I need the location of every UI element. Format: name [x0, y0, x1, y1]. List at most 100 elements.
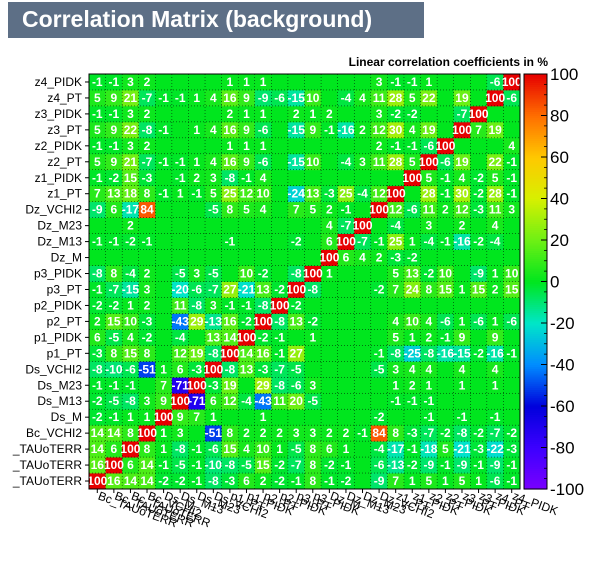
cell-value-label: -6	[274, 91, 285, 105]
colorbar-segment	[524, 275, 547, 278]
cell-value-label: 7	[160, 378, 167, 392]
cell-value-label: -4	[125, 267, 136, 281]
y-tick-label: p1_PIDK	[34, 330, 82, 344]
cell-value-label: -1	[473, 458, 484, 472]
cell-value-label: 29	[190, 314, 204, 328]
heatmap-cell	[138, 137, 156, 155]
heatmap-cell	[287, 265, 305, 282]
heatmap-cell	[171, 153, 189, 171]
heatmap-cell	[105, 137, 123, 155]
cell-value-label: 13	[306, 187, 320, 201]
colorbar-segment	[524, 86, 547, 90]
cell-value-label: -1	[457, 410, 468, 424]
y-tick-label: Bc_VCHI2	[26, 426, 82, 440]
heatmap-cell	[370, 153, 388, 171]
heatmap-cell	[105, 281, 123, 298]
colorbar-segment	[524, 291, 547, 295]
heatmap-cell	[171, 377, 189, 394]
cell-value-label: 1	[409, 474, 416, 488]
y-tick-label: Dz_M	[51, 251, 82, 265]
heatmap-cell	[221, 89, 239, 107]
heatmap-cell	[254, 121, 272, 139]
colorbar-segment	[524, 466, 547, 469]
colorbar-segment	[524, 210, 547, 214]
heatmap-cell	[354, 74, 372, 91]
heatmap-cell	[188, 457, 206, 474]
heatmap-cell	[321, 265, 339, 282]
cell-value-label: 10	[256, 442, 270, 456]
heatmap-cell	[453, 74, 471, 91]
heatmap-cell	[304, 233, 322, 250]
heatmap-cell	[221, 473, 239, 490]
heatmap-cell	[453, 153, 471, 171]
cell-value-label: 1	[127, 410, 134, 424]
cell-value-label: 1	[227, 75, 234, 89]
heatmap-cell	[155, 74, 173, 91]
heatmap-cell	[271, 409, 289, 426]
cell-value-label: -8	[274, 314, 285, 328]
heatmap-cell	[337, 377, 355, 394]
colorbar-segment	[524, 302, 547, 305]
cell-value-label: 28	[422, 187, 436, 201]
cell-value-label: -6	[473, 314, 484, 328]
cell-value-label: 8	[309, 458, 316, 472]
colorbar-segment	[524, 88, 547, 92]
heatmap-cell	[337, 265, 355, 282]
cell-value-label: -1	[158, 155, 169, 169]
cell-value-label: -3	[258, 362, 269, 376]
heatmap-cell	[503, 249, 521, 266]
colorbar-segment	[524, 177, 547, 181]
heatmap-cell	[221, 121, 239, 139]
colorbar-segment	[524, 424, 547, 428]
heatmap-cell	[337, 249, 355, 266]
heatmap-cell	[403, 409, 421, 426]
heatmap-cell	[470, 361, 488, 378]
cell-value-label: -1	[390, 394, 401, 408]
cell-value-label: -1	[158, 123, 169, 137]
heatmap-cell	[89, 409, 106, 426]
cell-value-label: 28	[488, 187, 502, 201]
cell-value-label: 4	[508, 139, 515, 153]
heatmap-cell	[254, 297, 272, 314]
heatmap-cell	[205, 393, 223, 410]
y-tick-label: z3_PT	[47, 123, 82, 137]
cell-value-label: 12	[372, 187, 386, 201]
cell-value-label: 12	[240, 187, 254, 201]
colorbar-segment	[524, 376, 547, 380]
heatmap-cell	[238, 361, 256, 378]
heatmap-cell	[188, 153, 206, 171]
heatmap-cell	[171, 249, 189, 266]
heatmap-cell	[155, 313, 173, 330]
colorbar-segment	[524, 432, 547, 436]
heatmap-cell	[89, 393, 106, 410]
cell-value-label: 14	[107, 426, 121, 440]
heatmap-cell	[437, 409, 455, 426]
cell-value-label: 1	[193, 155, 200, 169]
heatmap-cell	[171, 361, 189, 378]
colorbar-segment	[524, 445, 547, 449]
heatmap-cell	[437, 201, 455, 219]
heatmap-cell	[370, 74, 388, 91]
cell-value-label: -6	[407, 203, 418, 217]
colorbar-segment	[524, 354, 547, 357]
cell-value-label: 1	[392, 378, 399, 392]
heatmap-cell	[337, 121, 355, 139]
cell-value-label: -1	[506, 171, 517, 185]
colorbar-segment	[524, 146, 547, 150]
cell-value-label: 1	[309, 107, 316, 121]
cell-value-label: -2	[274, 458, 285, 472]
heatmap-cell	[89, 217, 106, 235]
cell-value-label: -1	[109, 378, 120, 392]
cell-value-label: -5	[208, 267, 219, 281]
heatmap-cell	[370, 249, 388, 266]
heatmap-cell	[453, 393, 471, 410]
cell-value-label: 8	[309, 442, 316, 456]
colorbar-segment	[524, 150, 547, 154]
cell-value-label: 1	[326, 267, 333, 281]
heatmap-cell	[89, 441, 106, 458]
heatmap-cell	[486, 74, 504, 91]
cell-value-label: 2	[144, 267, 151, 281]
cell-value-label: 12	[173, 346, 187, 360]
heatmap-cell	[470, 121, 488, 139]
cell-value-label: 28	[389, 91, 403, 105]
